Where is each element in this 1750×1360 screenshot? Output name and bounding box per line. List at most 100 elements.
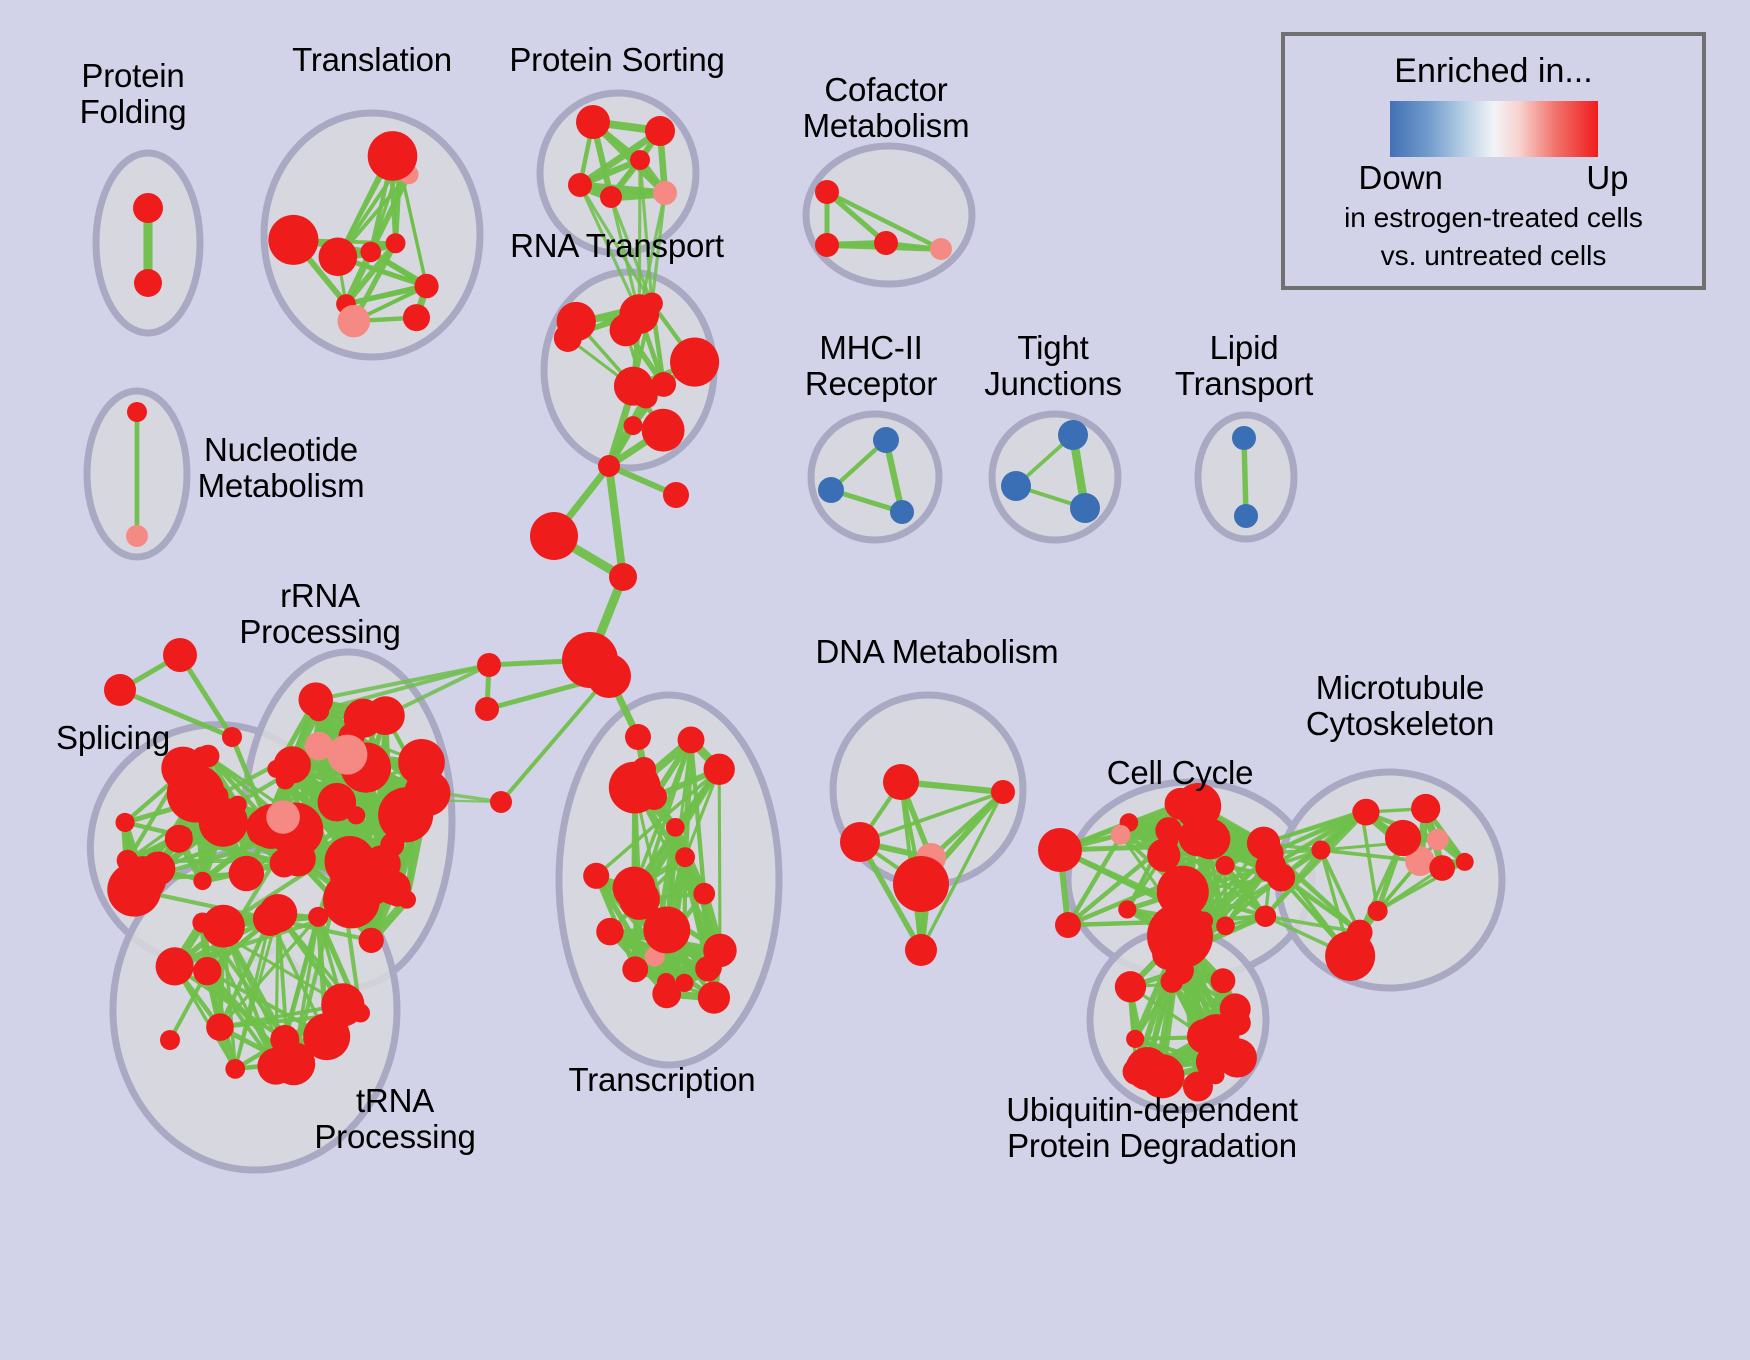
network-node-splicing[interactable] xyxy=(228,855,265,892)
network-node-rrna-processing[interactable] xyxy=(343,698,383,738)
network-node-ubiquitin-protein-degradation[interactable] xyxy=(1210,968,1236,994)
network-node-transcription[interactable] xyxy=(596,917,624,946)
network-node-splicing[interactable] xyxy=(141,851,176,886)
network-node-lipid-transport[interactable] xyxy=(1232,426,1256,450)
network-node-protein-sorting[interactable] xyxy=(600,186,622,208)
network-node-protein-sorting[interactable] xyxy=(568,173,592,197)
network-node-translation[interactable] xyxy=(268,214,319,265)
network-node-tight-junctions[interactable] xyxy=(1058,420,1088,450)
network-node-connector[interactable] xyxy=(663,482,689,508)
network-node-cell-cycle[interactable] xyxy=(1215,855,1235,875)
network-node-splicing[interactable] xyxy=(304,819,323,838)
network-node-trna-processing[interactable] xyxy=(278,1053,298,1073)
network-node-microtubule-cytoskeleton[interactable] xyxy=(1455,852,1474,871)
network-node-lipid-transport[interactable] xyxy=(1234,504,1258,528)
network-node-trna-processing[interactable] xyxy=(201,904,245,948)
network-node-transcription[interactable] xyxy=(693,882,716,905)
network-node-translation[interactable] xyxy=(402,304,431,332)
network-node-ubiquitin-protein-degradation[interactable] xyxy=(1114,971,1147,1003)
network-node-rrna-processing[interactable] xyxy=(273,746,311,784)
network-node-rna-transport[interactable] xyxy=(651,372,677,397)
network-node-trna-processing[interactable] xyxy=(258,894,298,933)
network-node-tight-junctions[interactable] xyxy=(1070,493,1100,523)
network-node-connector[interactable] xyxy=(587,654,631,698)
network-node-cell-cycle[interactable] xyxy=(1147,838,1181,872)
network-node-cofactor-metabolism[interactable] xyxy=(815,180,839,204)
network-node-connector[interactable] xyxy=(632,757,656,781)
network-node-cofactor-metabolism[interactable] xyxy=(874,231,898,255)
network-node-splicing[interactable] xyxy=(115,812,135,833)
network-node-dna-metabolism[interactable] xyxy=(883,764,919,800)
network-node-translation[interactable] xyxy=(385,233,406,254)
network-node-cell-cycle[interactable] xyxy=(1110,824,1131,845)
network-node-rrna-processing[interactable] xyxy=(317,782,357,822)
network-node-translation[interactable] xyxy=(360,241,382,263)
network-node-connector[interactable] xyxy=(222,727,242,747)
network-node-transcription[interactable] xyxy=(583,862,610,889)
network-node-connector[interactable] xyxy=(625,724,651,750)
network-node-rrna-processing[interactable] xyxy=(307,699,330,722)
network-node-translation[interactable] xyxy=(389,155,410,176)
network-node-rrna-processing[interactable] xyxy=(358,927,384,953)
network-node-translation[interactable] xyxy=(318,237,358,277)
network-node-ubiquitin-protein-degradation[interactable] xyxy=(1193,1014,1240,1060)
network-node-connector[interactable] xyxy=(641,784,667,810)
network-node-transcription[interactable] xyxy=(656,972,676,992)
network-node-trna-processing[interactable] xyxy=(155,947,194,986)
network-node-transcription[interactable] xyxy=(675,847,696,868)
network-node-protein-sorting[interactable] xyxy=(645,116,675,146)
network-node-connector[interactable] xyxy=(477,653,501,677)
network-node-splicing[interactable] xyxy=(196,744,220,768)
network-node-microtubule-cytoskeleton[interactable] xyxy=(1429,855,1455,881)
network-node-transcription[interactable] xyxy=(697,981,731,1014)
network-node-protein-folding[interactable] xyxy=(134,269,162,297)
network-node-splicing[interactable] xyxy=(193,871,212,891)
network-node-rrna-processing[interactable] xyxy=(323,871,380,929)
network-node-ubiquitin-protein-degradation[interactable] xyxy=(1183,1071,1214,1102)
network-node-connector[interactable] xyxy=(163,638,197,672)
network-node-connector[interactable] xyxy=(490,791,512,813)
network-node-microtubule-cytoskeleton[interactable] xyxy=(1367,900,1388,921)
network-node-cofactor-metabolism[interactable] xyxy=(815,233,839,257)
network-node-dna-metabolism[interactable] xyxy=(905,934,937,966)
network-node-rna-transport[interactable] xyxy=(641,408,685,452)
network-node-ubiquitin-protein-degradation[interactable] xyxy=(1160,970,1184,993)
network-node-cell-cycle[interactable] xyxy=(1189,818,1231,860)
network-node-transcription[interactable] xyxy=(643,906,691,954)
network-node-cell-cycle[interactable] xyxy=(1216,916,1235,936)
network-node-translation[interactable] xyxy=(337,304,371,338)
network-node-connector[interactable] xyxy=(1038,828,1082,872)
network-node-cell-cycle[interactable] xyxy=(1174,782,1222,830)
network-node-transcription[interactable] xyxy=(695,955,721,982)
network-node-rrna-processing[interactable] xyxy=(378,787,434,843)
network-node-splicing[interactable] xyxy=(198,797,248,847)
network-node-rrna-processing[interactable] xyxy=(327,734,368,775)
network-node-microtubule-cytoskeleton[interactable] xyxy=(1325,930,1376,981)
network-node-trna-processing[interactable] xyxy=(193,956,222,986)
network-node-microtubule-cytoskeleton[interactable] xyxy=(1405,846,1435,876)
network-node-microtubule-cytoskeleton[interactable] xyxy=(1411,793,1441,824)
network-node-rna-transport[interactable] xyxy=(613,366,653,406)
network-node-transcription[interactable] xyxy=(703,753,735,785)
network-node-connector[interactable] xyxy=(530,512,578,560)
network-node-connector[interactable] xyxy=(104,674,136,706)
network-node-rrna-processing[interactable] xyxy=(304,731,334,761)
network-node-translation[interactable] xyxy=(414,274,439,299)
network-node-rrna-processing[interactable] xyxy=(397,890,416,909)
network-node-splicing[interactable] xyxy=(161,746,205,791)
network-node-connector[interactable] xyxy=(475,697,499,721)
network-node-transcription[interactable] xyxy=(612,866,656,910)
network-node-cofactor-metabolism[interactable] xyxy=(930,238,952,260)
network-node-dna-metabolism[interactable] xyxy=(840,822,880,862)
network-node-rrna-processing[interactable] xyxy=(362,845,401,884)
network-node-rrna-processing[interactable] xyxy=(266,800,300,834)
network-node-rna-transport[interactable] xyxy=(623,416,643,436)
network-node-transcription[interactable] xyxy=(675,973,694,993)
network-node-cell-cycle[interactable] xyxy=(1254,905,1277,927)
network-node-cell-cycle[interactable] xyxy=(1255,851,1287,883)
network-node-protein-sorting[interactable] xyxy=(630,150,650,170)
network-node-nucleotide-metabolism[interactable] xyxy=(126,525,148,547)
network-node-rna-transport[interactable] xyxy=(619,294,660,335)
network-node-rrna-processing[interactable] xyxy=(280,840,316,877)
network-node-connector[interactable] xyxy=(1147,903,1213,969)
